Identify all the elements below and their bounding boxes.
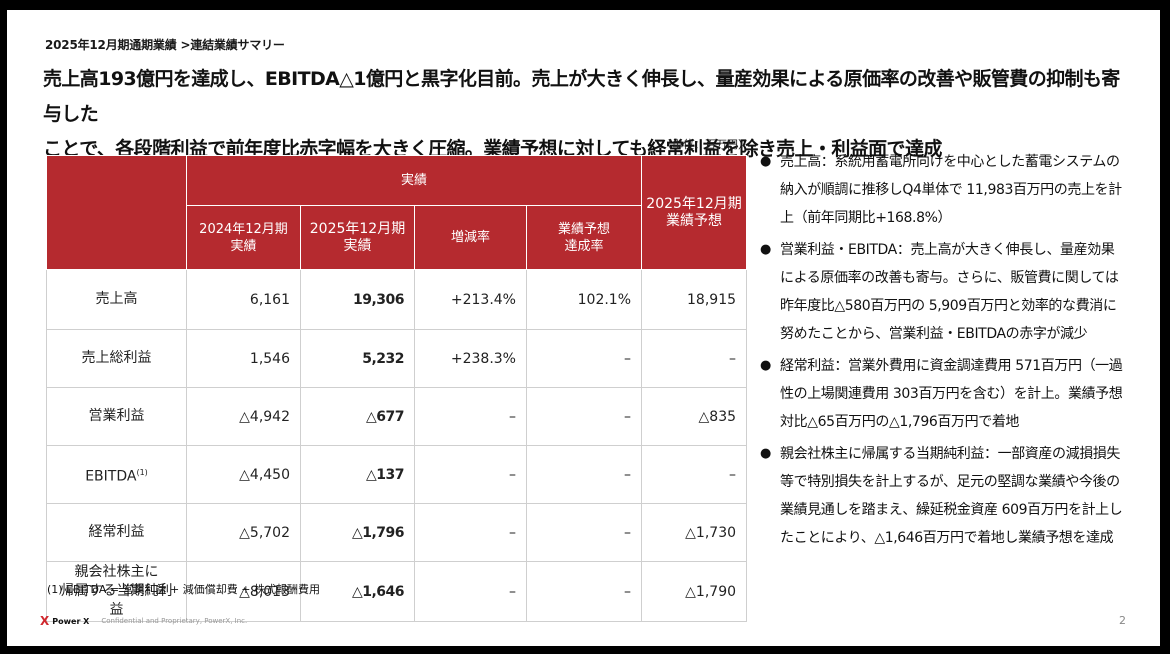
cell-forecast: – — [641, 329, 748, 388]
cell-forecast: △1,790 — [641, 561, 748, 622]
header-fy2025-line-2: 実績 — [343, 237, 372, 254]
bullet-icon: ● — [760, 446, 771, 461]
row-label: 経常利益 — [46, 503, 187, 562]
results-table: 実績 2025年12月期 業績予想 2024年12月期 実績 2025年12月期… — [46, 155, 748, 622]
unit-note: （単位：百万円） — [661, 138, 749, 151]
cell-fy2025: △677 — [300, 387, 415, 446]
cell-change: +238.3% — [414, 329, 527, 388]
header-change: 増減率 — [414, 205, 527, 270]
bullet-line: による原価率の改善も寄与。さらに、販管費に関しては — [780, 270, 1119, 286]
cell-fy2024: △5,702 — [186, 503, 301, 562]
bullet-icon: ● — [760, 154, 771, 169]
cell-fy2025: 19,306 — [300, 269, 415, 330]
cell-change: – — [414, 561, 527, 622]
cell-forecast: △1,730 — [641, 503, 748, 562]
slide: 2025年12月期通期業績 >連結業績サマリー 売上高193億円を達成し、EBI… — [7, 10, 1160, 646]
bullet-line: 等で特別損失を計上するが、足元の堅調な業績や今後の — [780, 474, 1120, 490]
header-forecast-line-1: 2025年12月期 — [646, 195, 742, 212]
row-label: 売上総利益 — [46, 329, 187, 388]
table-row: 親会社株主に 帰属する当期純利益 △8,013 △1,646 – – △1,79… — [46, 561, 748, 622]
header-fy2024-line-2: 実績 — [230, 238, 257, 254]
list-item: ● 営業利益・EBITDA：売上高が大きく伸長し、量産効果 による原価率の改善も… — [759, 236, 1139, 348]
cell-change: – — [414, 503, 527, 562]
cell-fy2025: △1,796 — [300, 503, 415, 562]
bullet-line: 経常利益：営業外費用に資金調達費用 571百万円（一過 — [780, 358, 1123, 374]
bullet-icon: ● — [760, 242, 771, 257]
row-label: 売上高 — [46, 269, 187, 330]
bullet-line: 売上高：系統用蓄電所向けを中心とした蓄電システムの — [780, 154, 1120, 170]
cell-forecast: 18,915 — [641, 269, 748, 330]
bullet-line: 上（前年同期比+168.8%） — [780, 210, 952, 226]
bullet-line: 昨年度比△580百万円の 5,909百万円と効率的な費消に — [780, 298, 1117, 314]
cell-forecast: – — [641, 445, 748, 504]
header-forecast-line-2: 業績予想 — [666, 212, 723, 229]
cell-achievement: 102.1% — [525, 269, 643, 330]
bullet-line: 性の上場関連費用 303百万円を含む）を計上。業績予想 — [780, 386, 1123, 402]
cell-change: – — [414, 387, 527, 446]
row-label-line-1: 親会社株主に — [74, 564, 159, 580]
cell-fy2025: 5,232 — [300, 329, 415, 388]
footnote: (1) EBITDA = 営業利益 + 減価償却費 + 株式報酬費用 — [47, 583, 320, 596]
cell-forecast: △835 — [641, 387, 748, 446]
cell-achievement: – — [525, 387, 643, 446]
footer: X Power X Confidential and Proprietary, … — [40, 614, 247, 628]
table-row: EBITDA(1) △4,450 △137 – – – — [46, 445, 748, 504]
logo-x-icon: X — [40, 614, 50, 628]
header-achievement-line-2: 達成率 — [564, 238, 604, 254]
header-fy2024-line-1: 2024年12月期 — [199, 221, 288, 237]
page-title: 売上高193億円を達成し、EBITDA△1億円と黒字化目前。売上が大きく伸長し、… — [43, 62, 1133, 167]
cell-achievement: – — [525, 445, 643, 504]
cell-fy2025: △1,646 — [300, 561, 415, 622]
header-achievement: 業績予想 達成率 — [525, 205, 643, 270]
list-item: ● 経常利益：営業外費用に資金調達費用 571百万円（一過 性の上場関連費用 3… — [759, 352, 1139, 436]
logo-text: Power X — [52, 616, 90, 626]
cell-fy2025: △137 — [300, 445, 415, 504]
cell-change: +213.4% — [414, 269, 527, 330]
cell-achievement: – — [525, 329, 643, 388]
footnote-marker: (1) — [136, 467, 148, 477]
row-label: 親会社株主に 帰属する当期純利益 — [46, 561, 187, 622]
list-item: ● 親会社株主に帰属する当期純利益：一部資産の減損損失 等で特別損失を計上するが… — [759, 440, 1139, 552]
bullet-line: 業績見通しを踏まえ、繰延税金資産 609百万円を計上し — [780, 502, 1123, 518]
headline-line-2: ことで、各段階利益で前年度比赤字幅を大きく圧縮。業績予想に対しても経常利益を除き… — [43, 138, 942, 160]
cell-achievement: – — [525, 561, 643, 622]
confidential-notice: Confidential and Proprietary, PowerX, In… — [101, 617, 248, 625]
bullet-line: 親会社株主に帰属する当期純利益：一部資産の減損損失 — [780, 446, 1120, 462]
cell-fy2024: △4,450 — [186, 445, 301, 504]
table-row: 営業利益 △4,942 △677 – – △835 — [46, 387, 748, 446]
cell-change: – — [414, 445, 527, 504]
bullet-line: 対比△65百万円の△1,796百万円で着地 — [780, 414, 1020, 430]
cell-achievement: – — [525, 503, 643, 562]
header-forecast: 2025年12月期 業績予想 — [641, 155, 748, 270]
headline-line-1: 売上高193億円を達成し、EBITDA△1億円と黒字化目前。売上が大きく伸長し、… — [43, 68, 1120, 125]
cell-fy2024: △4,942 — [186, 387, 301, 446]
commentary-list: ● 売上高：系統用蓄電所向けを中心とした蓄電システムの 納入が順調に推移しQ4単… — [759, 148, 1139, 556]
row-label: 営業利益 — [46, 387, 187, 446]
table-row: 売上高 6,161 19,306 +213.4% 102.1% 18,915 — [46, 269, 748, 330]
header-corner — [46, 155, 187, 270]
row-label: EBITDA(1) — [46, 445, 187, 504]
bullet-line: 納入が順調に推移しQ4単体で 11,983百万円の売上を計 — [780, 182, 1122, 198]
table-row: 経常利益 △5,702 △1,796 – – △1,730 — [46, 503, 748, 562]
bullet-line: 営業利益・EBITDA：売上高が大きく伸長し、量産効果 — [780, 242, 1115, 258]
cell-fy2024: △8,013 — [186, 561, 301, 622]
row-label-line-2: 帰属する当期純利益 — [60, 583, 173, 618]
page-number: 2 — [1119, 614, 1126, 627]
table-row: 売上総利益 1,546 5,232 +238.3% – – — [46, 329, 748, 388]
header-fy2025-line-1: 2025年12月期 — [309, 220, 406, 237]
row-label-text: EBITDA — [85, 468, 137, 485]
header-fy2024: 2024年12月期 実績 — [186, 205, 301, 270]
bullet-line: 努めたことから、営業利益・EBITDAの赤字が減少 — [780, 326, 1088, 342]
cell-fy2024: 6,161 — [186, 269, 301, 330]
header-achievement-line-1: 業績予想 — [558, 221, 611, 237]
list-item: ● 売上高：系統用蓄電所向けを中心とした蓄電システムの 納入が順調に推移しQ4単… — [759, 148, 1139, 232]
header-actual-group: 実績 — [185, 155, 643, 206]
cell-fy2024: 1,546 — [186, 329, 301, 388]
header-change-line-1: 増減率 — [450, 230, 490, 245]
header-fy2025: 2025年12月期 実績 — [300, 205, 415, 270]
breadcrumb: 2025年12月期通期業績 >連結業績サマリー — [45, 38, 285, 52]
bullet-icon: ● — [760, 358, 771, 373]
bullet-line: たことにより、△1,646百万円で着地し業績予想を達成 — [780, 530, 1114, 546]
